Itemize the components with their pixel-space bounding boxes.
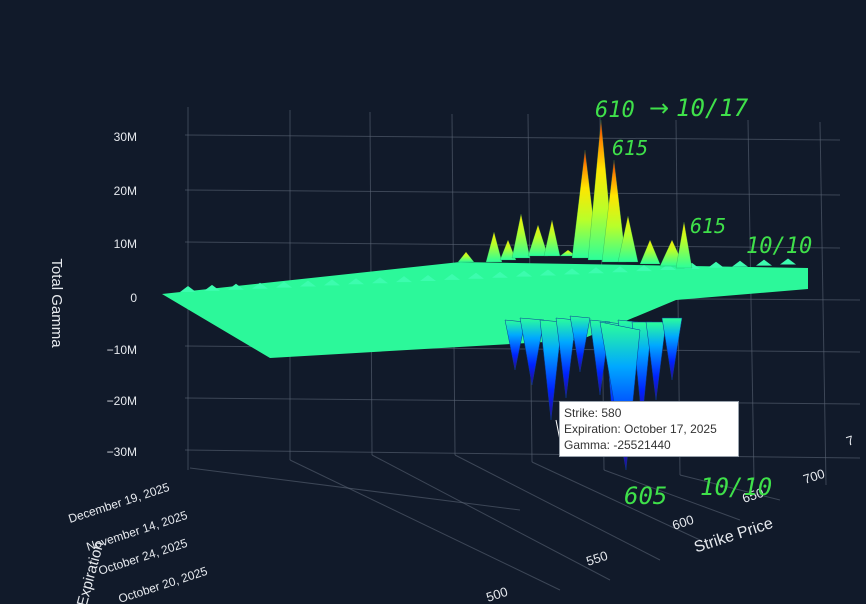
surface-ripple [420, 275, 436, 281]
surface-positive-spike [559, 249, 577, 257]
z-tick-label: −30M [107, 445, 137, 459]
grid-line [747, 119, 755, 481]
grid-line [184, 449, 861, 459]
surface-ripple [540, 269, 556, 276]
surface-positive-spike [527, 224, 549, 257]
grid-line [371, 454, 611, 581]
surface-ripple [372, 277, 388, 284]
surface-negative-spike [555, 317, 577, 399]
grid-line [189, 467, 521, 511]
z-tick-label: 10M [114, 237, 137, 251]
surface-ripple [324, 279, 340, 286]
y-tick-label: October 20, 2025 [117, 564, 210, 604]
annotation-605: 605 [624, 482, 667, 510]
z-tick-label: −20M [107, 394, 137, 408]
annotation-1017: 10/17 [676, 94, 749, 122]
surface-positive-spike [485, 231, 503, 263]
x-tick-label: 600 [670, 512, 695, 533]
grid-line [184, 241, 841, 249]
surface-ripple [780, 258, 796, 265]
surface-ripple [756, 259, 772, 266]
surface-ripple [492, 271, 508, 278]
grid-line [184, 189, 841, 196]
surface-positive-spike [499, 239, 517, 261]
surface-positive-spike [511, 213, 531, 259]
annotation-615-top: 615 [612, 136, 648, 160]
annotation-610: 610 [595, 98, 635, 123]
surface-positive-spike [601, 159, 627, 263]
surface-ripple [636, 265, 652, 272]
surface-negative-spike [599, 321, 641, 471]
surface-negative-spike [539, 319, 563, 421]
surface-ripple [708, 261, 724, 268]
x-tick-label: 550 [584, 548, 609, 569]
grid-line [531, 461, 701, 541]
surface-ripple [468, 272, 484, 279]
x-tick-label: 650 [740, 485, 765, 506]
z-tick-label: 0 [130, 291, 137, 305]
surface-ripple [252, 282, 268, 289]
grid-line [289, 459, 561, 591]
tooltip-expiration: Expiration: October 17, 2025 [564, 422, 717, 436]
surface-ripple [228, 283, 244, 290]
surface-ripple [348, 278, 364, 285]
annotation-1010-right: 10/10 [746, 234, 812, 259]
surface-ripple [444, 273, 460, 280]
surface-ripple [300, 280, 316, 287]
z-tick-label: 20M [114, 184, 137, 198]
surface-negative-spike [504, 319, 526, 371]
surface-ripple [204, 284, 220, 291]
surface-ripple [660, 264, 676, 270]
grid-line [819, 121, 827, 486]
surface-ripple [564, 268, 580, 275]
tooltip-strike: Strike: 580 [564, 406, 622, 420]
surface-ripple [516, 270, 532, 277]
handwritten-annotations: 610 → 10/17 615 615 10/10 605 10/10 [595, 94, 812, 510]
surface-negative-spike [661, 317, 683, 381]
x-tick-label: 700 [801, 466, 826, 487]
grid-line [603, 469, 741, 521]
z-tick-label: −10M [107, 343, 137, 357]
surface-negative-spike [569, 315, 591, 373]
surface-plane [162, 262, 808, 358]
surface-ripple [396, 276, 412, 283]
annotation-arrow: → [649, 94, 669, 122]
surface-positive-spike [457, 251, 475, 263]
surface-positive-spike [617, 215, 639, 263]
hover-tooltip: Strike: 580 Expiration: October 17, 2025… [559, 401, 739, 457]
x-tick-label: 7 [844, 432, 856, 449]
surface-negative-spike [645, 321, 667, 401]
tooltip-gamma: Gamma: -25521440 [564, 438, 671, 452]
x-axis-title: Strike Price [692, 515, 775, 556]
z-axis-title: Total Gamma [48, 258, 65, 348]
x-tick-label: 500 [484, 584, 509, 604]
surface-positive-spike [543, 219, 561, 257]
surface-ripple [732, 260, 748, 267]
surface-positive-spike [675, 221, 693, 269]
annotation-1010-bottom: 10/10 [700, 473, 772, 501]
grid-line [454, 454, 661, 561]
grid-line [679, 474, 781, 501]
surface-ripple [612, 266, 628, 273]
grid-line [184, 397, 861, 405]
surface-ripple [276, 281, 292, 288]
annotation-615-right: 615 [690, 214, 726, 238]
surface-positive-spike [639, 239, 661, 265]
surface-ripple [588, 267, 604, 274]
z-tick-label: 30M [114, 130, 137, 144]
surface-ripple [180, 286, 196, 292]
surface-negative-spike [519, 317, 545, 386]
grid-line [184, 134, 841, 141]
gamma-surface[interactable] [162, 119, 808, 471]
